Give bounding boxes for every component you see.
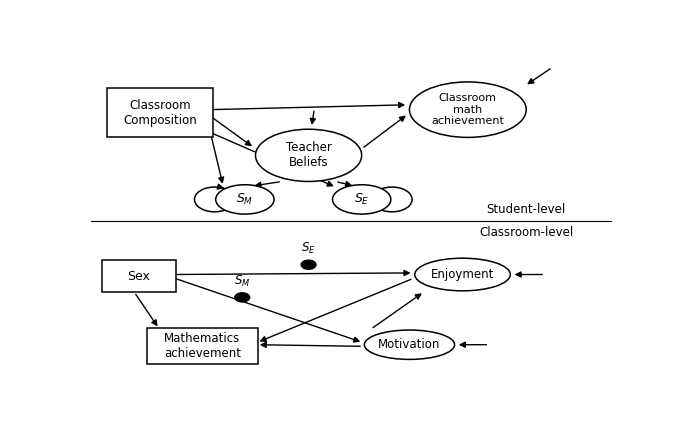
Text: Student-level: Student-level [486, 203, 566, 216]
Ellipse shape [256, 129, 362, 181]
Ellipse shape [216, 185, 274, 214]
FancyBboxPatch shape [107, 89, 213, 137]
Ellipse shape [414, 258, 510, 291]
Ellipse shape [410, 82, 526, 137]
Text: $S_M$: $S_M$ [234, 274, 251, 289]
Ellipse shape [364, 330, 455, 360]
Text: $S_E$: $S_E$ [354, 192, 369, 207]
Text: Mathematics
achievement: Mathematics achievement [164, 332, 241, 360]
Circle shape [301, 260, 316, 269]
FancyBboxPatch shape [147, 328, 258, 364]
FancyBboxPatch shape [101, 260, 176, 293]
Text: $S_M$: $S_M$ [236, 192, 253, 207]
Text: $S_E$: $S_E$ [301, 241, 316, 256]
Circle shape [235, 293, 249, 302]
Text: Motivation: Motivation [378, 338, 440, 351]
Text: Classroom
math
achievement: Classroom math achievement [432, 93, 504, 126]
Text: Sex: Sex [127, 270, 150, 283]
Text: Enjoyment: Enjoyment [431, 268, 495, 281]
Text: Classroom-level: Classroom-level [479, 226, 573, 239]
Text: Classroom
Composition: Classroom Composition [123, 99, 197, 127]
Ellipse shape [332, 185, 391, 214]
Text: Teacher
Beliefs: Teacher Beliefs [286, 141, 332, 169]
